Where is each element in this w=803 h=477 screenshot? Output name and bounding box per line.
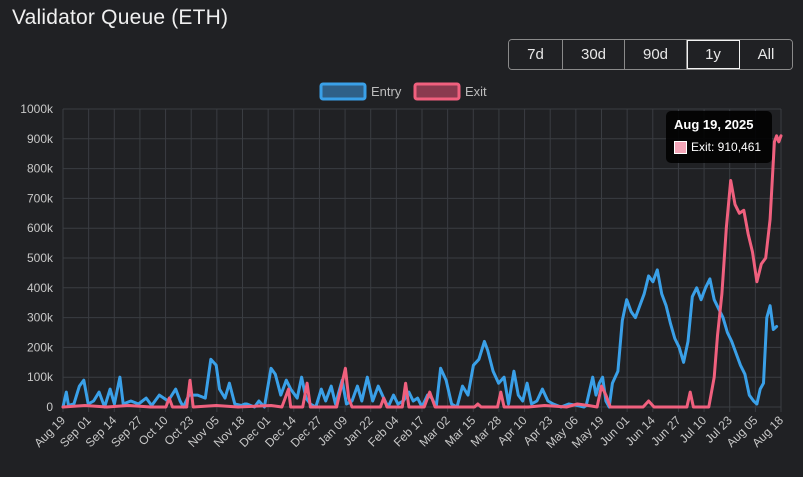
legend-exit-label: Exit (465, 84, 487, 99)
range-7d-button[interactable]: 7d (509, 40, 563, 69)
y-tick-label: 200k (27, 340, 54, 354)
chart-legend: Entry Exit (319, 82, 487, 101)
series-lines (61, 134, 783, 409)
series-line-entry (61, 268, 779, 409)
range-all-button[interactable]: All (740, 40, 792, 69)
range-selector: 7d 30d 90d 1y All (508, 39, 793, 70)
y-tick-label: 600k (27, 221, 54, 235)
y-tick-label: 100k (27, 370, 54, 384)
legend-entry-swatch (319, 82, 367, 101)
y-tick-label: 300k (27, 311, 54, 325)
range-90d-button[interactable]: 90d (625, 40, 687, 69)
x-tick-label: Jun 27 (648, 413, 684, 449)
page-title: Validator Queue (ETH) (12, 6, 229, 29)
y-tick-label: 0 (46, 400, 53, 414)
y-tick-label: 500k (27, 251, 54, 265)
chart-grid (62, 108, 782, 412)
range-30d-button[interactable]: 30d (563, 40, 625, 69)
y-tick-label: 1000k (20, 102, 54, 116)
legend-item-exit[interactable]: Exit (413, 82, 487, 101)
x-tick-label: Jul 10 (677, 413, 710, 446)
tooltip-exit-swatch (674, 140, 687, 154)
y-tick-label: 400k (27, 281, 54, 295)
tooltip-date: Aug 19, 2025 (674, 117, 754, 132)
y-tick-label: 900k (27, 132, 54, 146)
y-tick-label: 800k (27, 162, 54, 176)
legend-entry-label: Entry (371, 84, 402, 99)
legend-exit-swatch (413, 82, 461, 101)
range-1y-button[interactable]: 1y (687, 40, 740, 69)
y-tick-label: 700k (27, 191, 54, 205)
y-axis-ticks: 0 100k 200k 300k 400k 500k 600k 700k 800k 900k 100… (20, 102, 54, 414)
tooltip-value: Exit: 910,461 (691, 140, 762, 154)
chart-tooltip: Aug 19, 2025 Exit: 910,461 (666, 111, 772, 163)
series-line-exit (61, 134, 783, 409)
legend-item-entry[interactable]: Entry (319, 82, 402, 101)
